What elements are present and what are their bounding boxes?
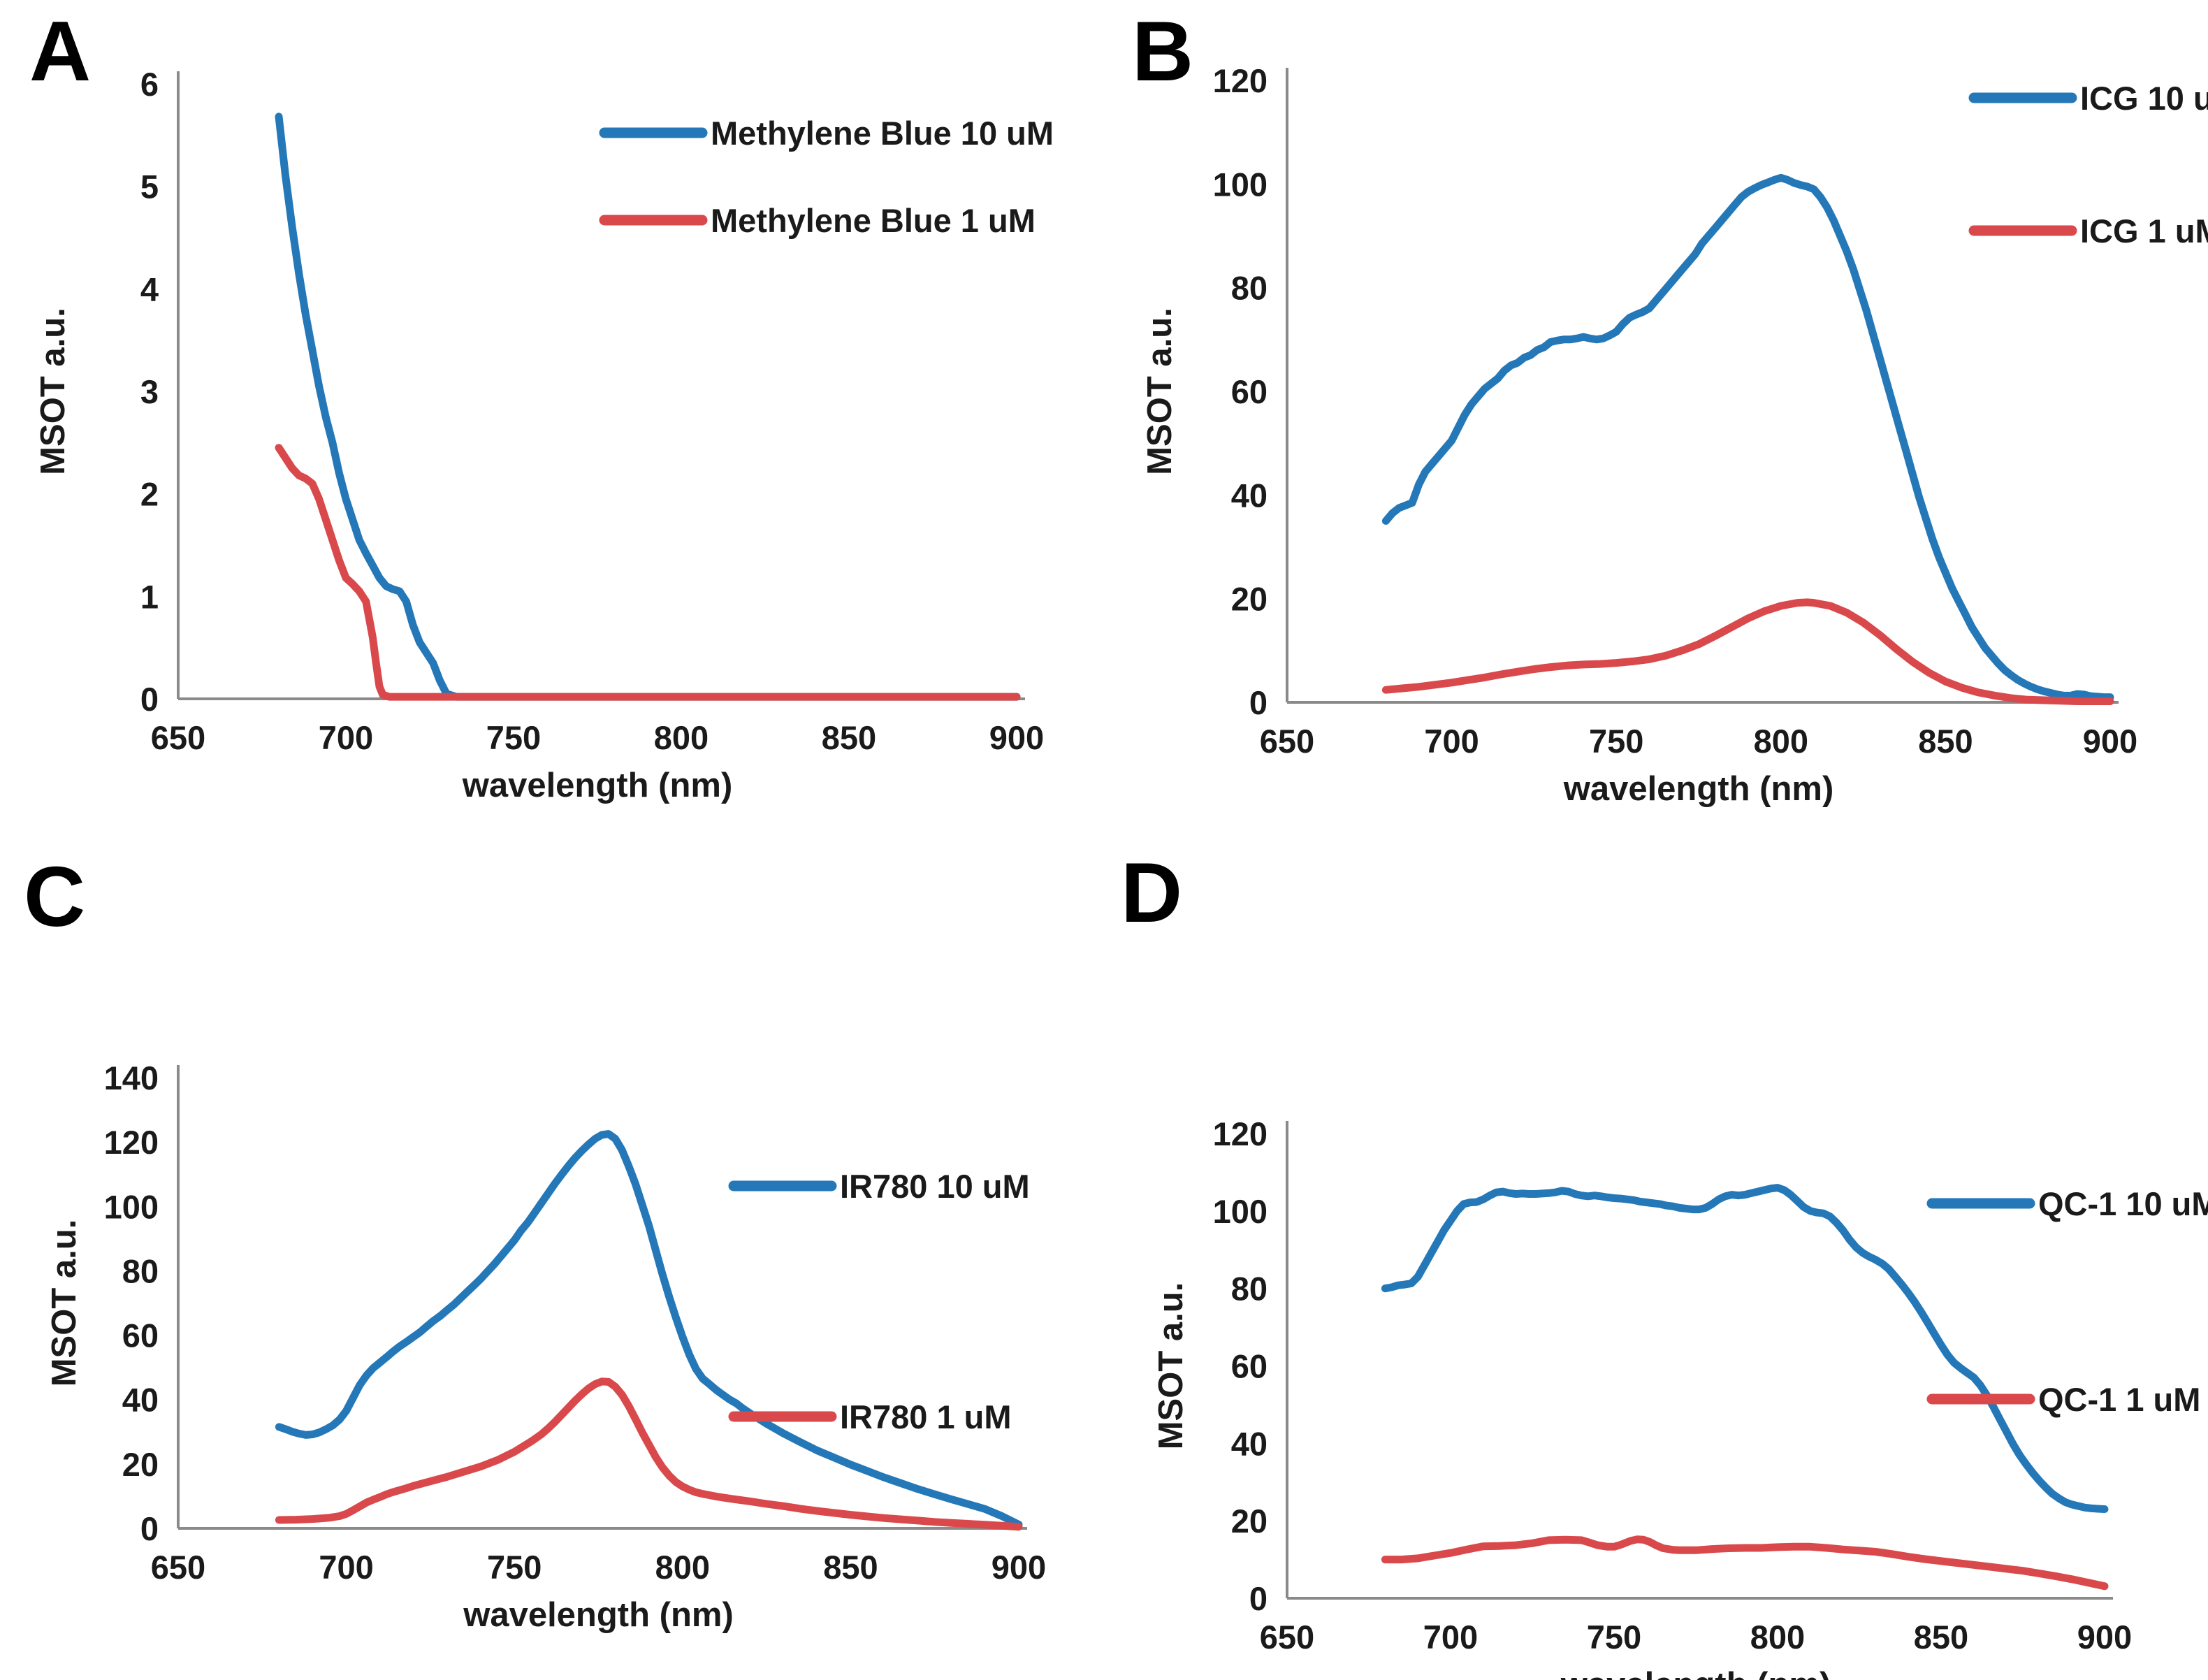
x-tick-label: 850: [1918, 723, 1973, 760]
y-tick-label: 0: [1249, 684, 1268, 721]
series-line-1um: [275, 1377, 1023, 1531]
series-line-10um: [1381, 1184, 2109, 1513]
chart-canvas-c: 650 700 750 800 850 900 0 20 40 60 80 100 120 140 wave…: [45, 1059, 1046, 1634]
y-tick-label: 80: [1231, 1270, 1268, 1308]
y-tick-label: 40: [122, 1382, 159, 1419]
y-tick-label: 0: [140, 1510, 159, 1547]
x-tick-label: 700: [319, 1549, 373, 1586]
y-tick-label: 6: [140, 66, 159, 103]
panel-label-c: C: [24, 849, 86, 944]
legend-label-10um: Methylene Blue 10 uM: [711, 115, 1054, 152]
x-tick-label: 900: [992, 1549, 1046, 1586]
y-tick-label: 20: [1231, 581, 1268, 618]
x-tick-label: 850: [1914, 1619, 1968, 1656]
x-tick-label: 900: [989, 719, 1044, 756]
y-axis-title: MSOT a.u.: [1152, 1282, 1190, 1450]
x-tick-label: 800: [1754, 723, 1808, 760]
legend-label-1um: QC-1 1 uM: [2038, 1381, 2200, 1418]
y-tick-label: 80: [122, 1252, 159, 1289]
y-tick-label: 120: [104, 1124, 159, 1161]
x-tick-label: 900: [2077, 1619, 2132, 1656]
chart-panel-c: C 650 700 750 800 850 900 0 20 40 60 80 100 120 140 wa…: [0, 840, 1104, 1680]
x-tick-label: 750: [1589, 723, 1643, 760]
legend-label-10um: ICG 10 uM: [2080, 80, 2208, 117]
x-axis-title: wavelength (nm): [462, 767, 733, 804]
y-tick-label: 0: [1249, 1580, 1268, 1617]
legend-label-1um: Methylene Blue 1 uM: [711, 202, 1036, 239]
x-tick-label: 750: [1587, 1619, 1641, 1656]
series-line-10um: [275, 1130, 1023, 1528]
y-tick-label: 140: [104, 1059, 159, 1096]
series-line-1um: [1381, 598, 2114, 705]
x-tick-label: 850: [823, 1549, 878, 1586]
y-tick-label: 100: [104, 1188, 159, 1225]
chart-panel-b: B 650 700 750 800 850 900 0 20 40 60 80 100 120 wavel…: [1104, 0, 2208, 840]
x-tick-label: 800: [654, 719, 709, 756]
x-tick-label: 900: [2083, 723, 2137, 760]
y-tick-label: 120: [1213, 62, 1268, 99]
y-tick-label: 4: [140, 270, 159, 307]
y-tick-label: 60: [122, 1317, 159, 1354]
y-tick-label: 60: [1231, 373, 1268, 410]
y-tick-label: 40: [1231, 477, 1268, 514]
y-tick-label: 20: [122, 1446, 159, 1483]
x-axis-title: wavelength (nm): [1563, 770, 1834, 808]
y-tick-label: 0: [140, 681, 159, 718]
x-axis-title: wavelength (nm): [463, 1596, 734, 1634]
series-line-1um: [275, 444, 1021, 701]
x-tick-label: 650: [1260, 723, 1314, 760]
y-tick-label: 80: [1231, 270, 1268, 307]
x-tick-label: 750: [487, 1549, 542, 1586]
panel-label-b: B: [1132, 3, 1194, 99]
chart-panel-d: D 650 700 750 800 850 900 0 20 40 60 80 100 120 wavel…: [1104, 840, 2208, 1680]
y-axis-title: MSOT a.u.: [1141, 307, 1179, 475]
chart-canvas-d: 650 700 750 800 850 900 0 20 40 60 80 100 120 wavelen…: [1152, 1115, 2208, 1680]
x-tick-label: 850: [822, 719, 876, 756]
x-tick-label: 800: [655, 1549, 710, 1586]
y-axis-title: MSOT a.u.: [45, 1219, 83, 1387]
y-tick-label: 60: [1231, 1348, 1268, 1385]
x-tick-label: 700: [1423, 1619, 1478, 1656]
y-tick-label: 120: [1213, 1115, 1268, 1152]
x-tick-label: 750: [486, 719, 541, 756]
chart-panel-a: A 650 700 750 800 850 900 0 1 2 3 4 5 6 wavelength (n…: [0, 0, 1104, 840]
series-line-1um: [1381, 1535, 2109, 1591]
legend-label-1um: IR780 1 uM: [840, 1398, 1012, 1435]
panel-label-d: D: [1121, 845, 1183, 940]
legend-label-10um: QC-1 10 uM: [2038, 1185, 2208, 1222]
x-tick-label: 700: [1424, 723, 1479, 760]
chart-canvas-b: 650 700 750 800 850 900 0 20 40 60 80 100 120 wavelen…: [1141, 62, 2208, 808]
legend-label-1um: ICG 1 uM: [2080, 212, 2208, 249]
x-tick-label: 700: [319, 719, 373, 756]
y-tick-label: 1: [140, 578, 159, 615]
series-line-10um: [1381, 173, 2114, 702]
y-tick-label: 40: [1231, 1425, 1268, 1462]
y-tick-label: 100: [1213, 166, 1268, 203]
panel-label-a: A: [29, 3, 92, 99]
y-axis-title: MSOT a.u.: [34, 307, 72, 475]
x-tick-label: 650: [151, 719, 205, 756]
x-axis-title: wavelength (nm): [1560, 1666, 1831, 1680]
x-tick-label: 650: [1260, 1619, 1314, 1656]
y-tick-label: 20: [1231, 1502, 1268, 1540]
legend-label-10um: IR780 10 uM: [840, 1168, 1030, 1205]
x-tick-label: 650: [151, 1549, 205, 1586]
y-tick-label: 3: [140, 373, 159, 410]
x-tick-label: 800: [1750, 1619, 1805, 1656]
y-tick-label: 2: [140, 476, 159, 513]
y-tick-label: 5: [140, 168, 159, 205]
y-tick-label: 100: [1213, 1193, 1268, 1230]
chart-canvas-a: 650 700 750 800 850 900 0 1 2 3 4 5 6 wavelength (nm)…: [34, 66, 1054, 804]
